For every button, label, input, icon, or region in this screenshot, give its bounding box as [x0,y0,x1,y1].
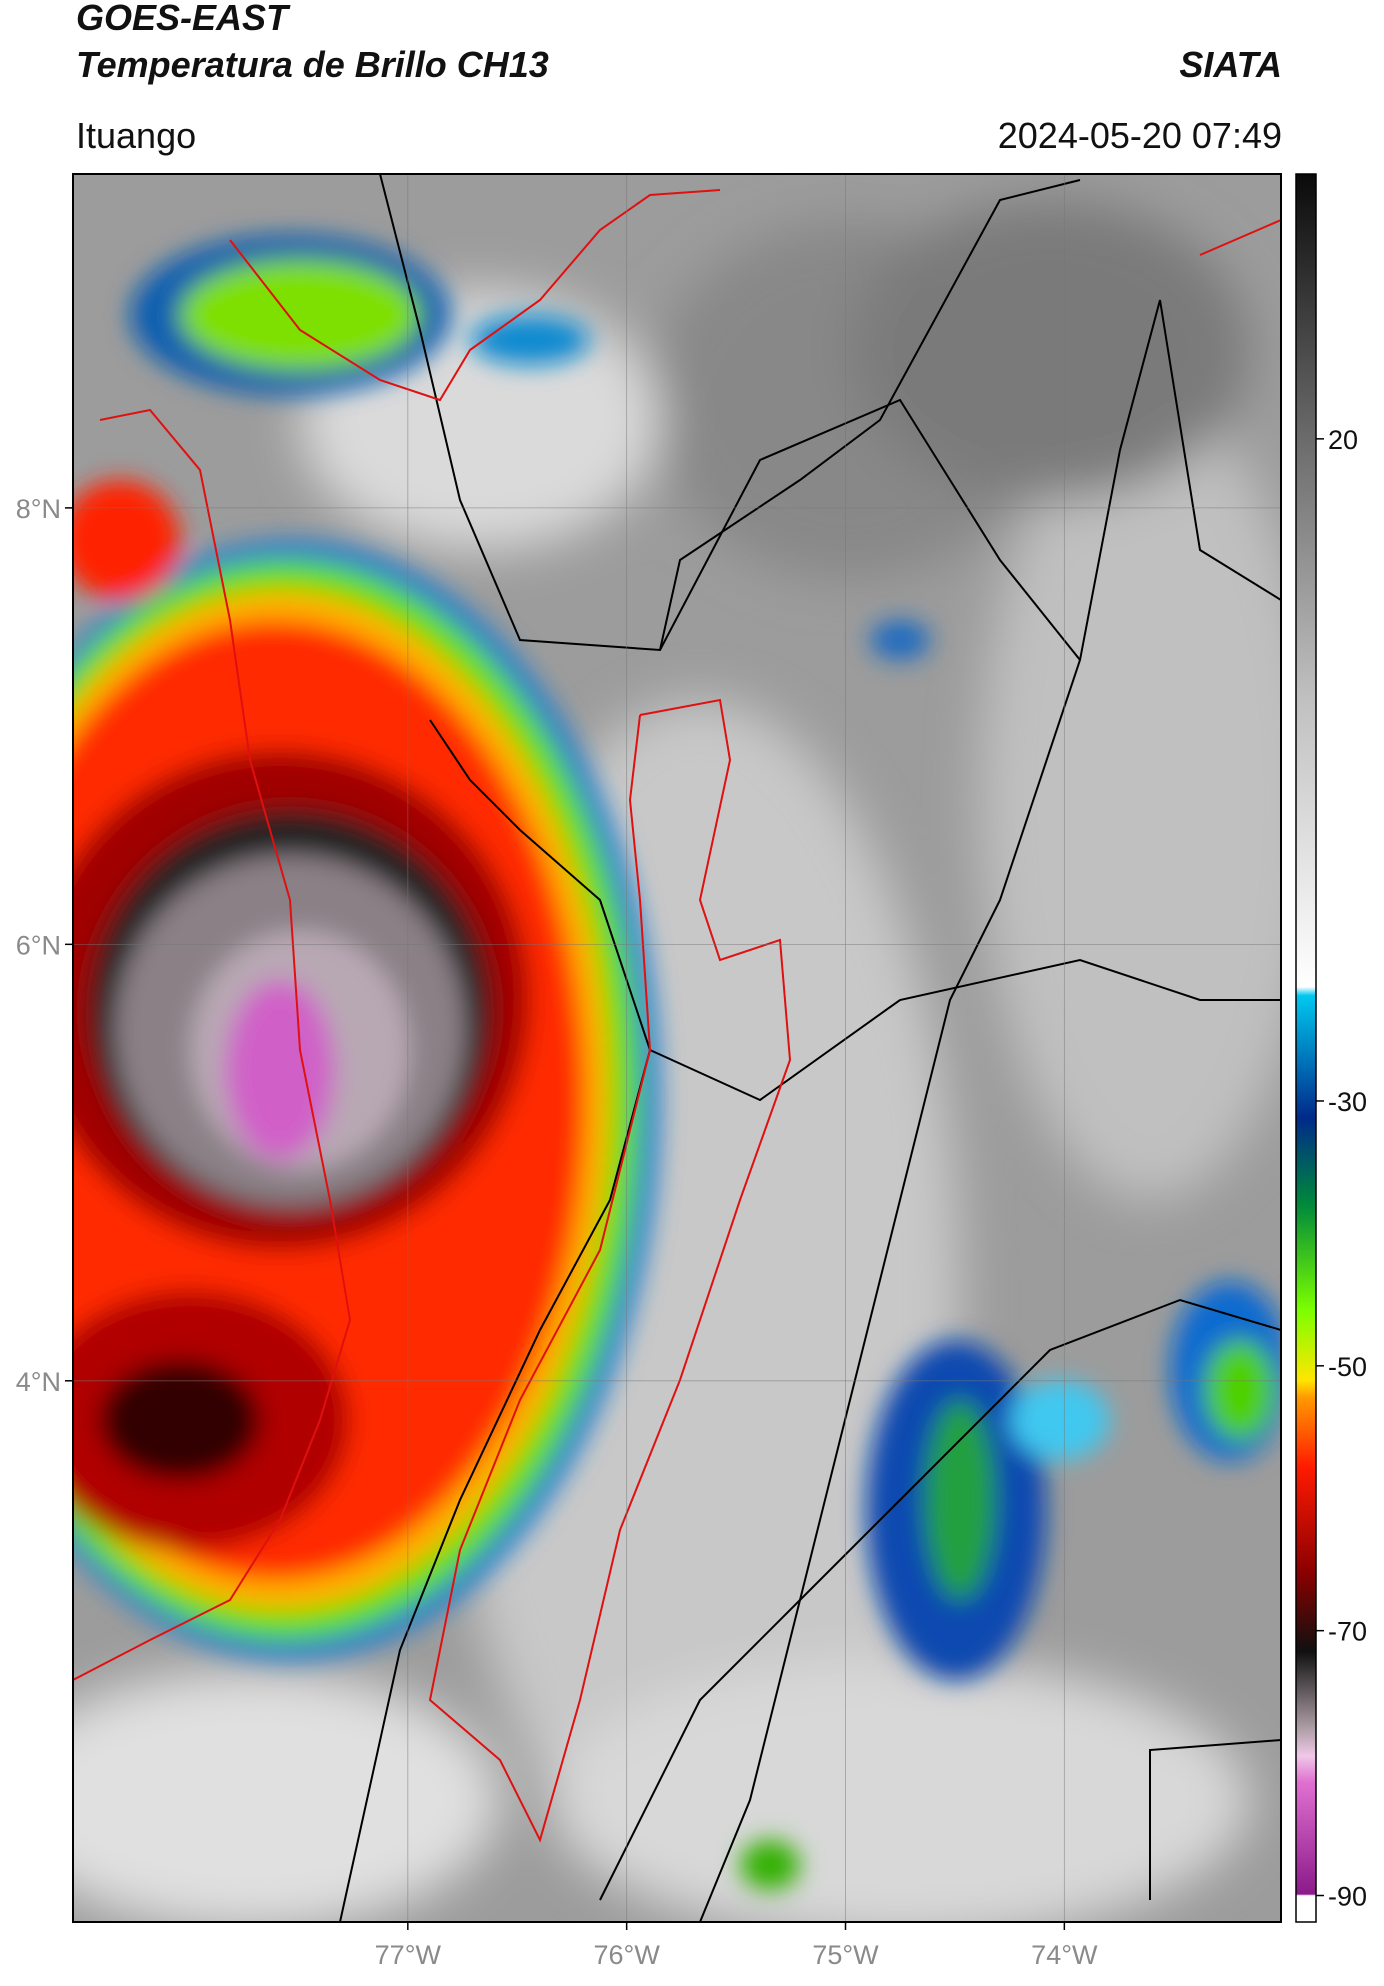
map-frame [72,173,1282,1923]
colorbar-tick-label: -50 [1328,1352,1367,1382]
x-tick-label: 75°W [812,1940,879,1970]
graticule: 77°W 76°W 75°W 74°W 8°N 6°N 4°N [16,174,1281,1970]
subtitle: Temperatura de Brillo CH13 [76,44,549,85]
y-tick-label: 4°N [16,1367,61,1397]
colorbar [1295,173,1317,1923]
satellite-image [73,174,1281,1922]
x-tick-label: 77°W [375,1940,442,1970]
colorbar-tick-label: -90 [1328,1882,1367,1912]
source: SIATA [1179,44,1282,85]
colorbar-tick-label: 20 [1328,425,1358,455]
x-tick-label: 74°W [1031,1940,1098,1970]
location: Ituango [76,115,196,156]
colorbar-tick-label: -30 [1328,1087,1367,1117]
colorbar-tick-label: -70 [1328,1617,1367,1647]
y-tick-label: 8°N [16,494,61,524]
x-tick-label: 76°W [594,1940,661,1970]
y-tick-label: 6°N [16,930,61,960]
timestamp: 2024-05-20 07:49 [998,115,1282,156]
title: GOES-EAST [76,0,291,38]
